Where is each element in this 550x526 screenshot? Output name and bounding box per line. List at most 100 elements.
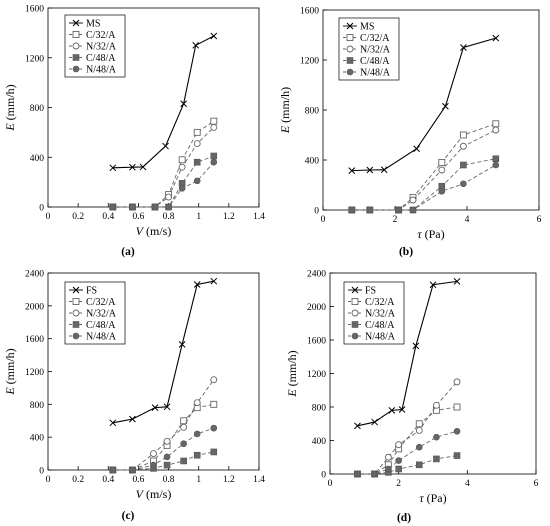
y-tick-label: 0 — [314, 207, 319, 217]
x-tick-label: 0 — [328, 479, 333, 489]
data-point — [180, 417, 188, 425]
legend-marker — [351, 298, 359, 305]
data-point — [178, 341, 186, 348]
data-point — [210, 152, 218, 160]
data-point — [415, 427, 423, 434]
data-point — [348, 206, 356, 214]
data-point — [162, 142, 169, 150]
y-axis-symbol: E — [3, 387, 17, 396]
data-point — [395, 465, 402, 473]
legend-entry: C/32/A — [86, 30, 116, 41]
series-c-48-a — [348, 155, 500, 214]
y-tick-label: 0 — [39, 467, 44, 477]
data-point — [415, 420, 423, 428]
legend: MSC/32/AN/32/AC/48/AN/48/A — [338, 17, 400, 81]
x-axis-unit: (Pa) — [425, 227, 445, 241]
legend-entry: C/48/A — [86, 53, 116, 64]
legend-entry: FS — [86, 286, 97, 297]
data-point — [492, 120, 500, 128]
data-point — [193, 430, 201, 438]
series-ms — [348, 34, 500, 174]
y-axis-symbol: E — [278, 125, 292, 134]
data-point — [150, 450, 157, 458]
data-point — [453, 427, 461, 435]
data-point — [432, 401, 440, 409]
data-point — [109, 466, 117, 474]
data-point — [460, 44, 467, 51]
y-tick-label: 400 — [30, 154, 45, 164]
series-line — [112, 403, 214, 471]
y-axis-label: E (mm/h) — [278, 87, 292, 134]
data-point — [193, 177, 201, 185]
series-c-32-a — [348, 120, 500, 214]
y-tick-label: 1200 — [25, 368, 44, 378]
y-axis-unit: (mm/h) — [3, 84, 17, 120]
data-point — [429, 281, 437, 289]
x-axis-symbol: τ — [417, 227, 422, 241]
data-point — [192, 41, 200, 49]
data-point — [180, 440, 187, 448]
x-axis-symbol: τ — [419, 491, 424, 505]
data-point — [163, 461, 171, 469]
series-n-48-a — [348, 161, 500, 214]
legend-marker — [72, 19, 80, 27]
data-point — [129, 163, 136, 171]
y-tick-label: 2000 — [25, 302, 44, 312]
data-point — [178, 163, 186, 171]
series-c-32-a — [354, 403, 461, 478]
legend-marker — [72, 65, 80, 73]
y-tick-label: 1600 — [25, 5, 44, 15]
data-point — [371, 470, 378, 478]
legend-entry: C/48/A — [360, 56, 390, 67]
y-tick-label: 400 — [312, 437, 327, 447]
data-point — [210, 277, 218, 285]
x-tick-label: 0.8 — [163, 475, 175, 485]
panel-caption: (b) — [399, 246, 413, 258]
legend: FSC/32/AN/32/AC/48/AN/48/A — [64, 281, 126, 345]
data-point — [395, 441, 403, 449]
data-point — [129, 415, 136, 423]
data-point — [492, 126, 500, 134]
x-tick-label: 0.4 — [102, 212, 114, 222]
data-point — [180, 100, 187, 108]
data-point — [412, 342, 420, 350]
data-point — [459, 131, 467, 139]
series-c-48-a — [109, 448, 218, 474]
legend-marker — [72, 332, 80, 340]
data-point — [453, 278, 461, 285]
legend-marker — [351, 332, 359, 340]
y-tick-label: 0 — [39, 204, 44, 214]
data-point — [453, 452, 461, 459]
data-point — [459, 142, 467, 150]
legend-marker — [346, 45, 354, 53]
legend-entry: N/48/A — [365, 332, 396, 343]
series-line — [112, 161, 215, 208]
y-tick-label: 1200 — [307, 370, 326, 380]
x-tick-label: 6 — [534, 479, 539, 489]
legend-entry: FS — [365, 286, 376, 297]
y-tick-label: 1200 — [300, 57, 319, 67]
y-tick-label: 800 — [30, 401, 45, 411]
chart-panel-c: 0 0.2 0.4 0.6 0.8 1 1.2 1.4 0 400 800 1200 1600 2000 2… — [3, 270, 265, 523]
legend-entry: C/48/A — [86, 320, 116, 331]
x-axis-symbol: V — [136, 487, 145, 501]
legend-marker — [72, 298, 80, 305]
data-point — [354, 422, 361, 430]
data-point — [354, 470, 361, 478]
y-tick-label: 2000 — [307, 303, 326, 313]
data-point — [438, 166, 446, 174]
legend-entry: C/32/A — [365, 297, 395, 308]
x-tick-label: 4 — [465, 215, 470, 225]
x-tick-label: 4 — [465, 479, 470, 489]
data-point — [210, 448, 218, 456]
data-point — [109, 203, 117, 211]
legend-marker — [346, 34, 354, 41]
data-point — [109, 419, 117, 427]
data-point — [193, 399, 201, 407]
x-tick-label: 0.6 — [132, 475, 144, 485]
data-point — [193, 451, 201, 459]
data-point — [150, 461, 157, 469]
panel-caption: (c) — [122, 510, 135, 522]
data-point — [388, 406, 396, 414]
y-tick-label: 1600 — [307, 337, 326, 347]
